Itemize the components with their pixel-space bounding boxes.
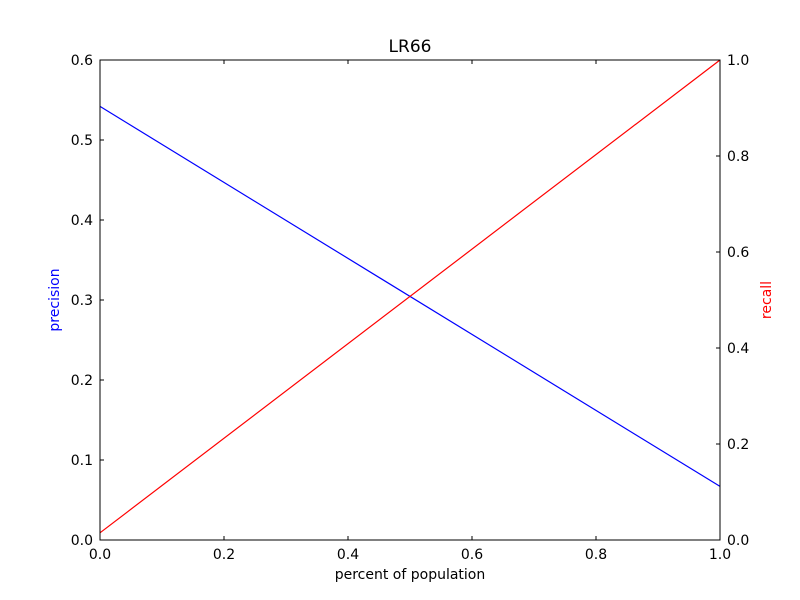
y-right-tick-label: 0.2: [727, 437, 749, 453]
x-tick-label: 0.8: [585, 547, 607, 563]
x-axis-label: percent of population: [335, 567, 486, 583]
y-axis-right-label: recall: [759, 281, 775, 319]
y-right-tick-label: 0.6: [727, 245, 749, 261]
y-axis-left-label: precision: [47, 268, 63, 331]
y-left-tick-label: 0.0: [71, 533, 93, 549]
y-right-tick-label: 0.4: [727, 341, 749, 357]
x-tick-label: 0.0: [89, 547, 111, 563]
ticks-layer: 0.0 0.2 0.4 0.6 0.8 1.00.00.10.20.30.40.50.60…: [71, 53, 750, 563]
recall-line: [99, 59, 721, 534]
y-left-tick-label: 0.1: [71, 453, 93, 469]
y-left-tick-label: 0.5: [71, 133, 93, 149]
y-left-tick-label: 0.2: [71, 373, 93, 389]
chart-title: LR66: [389, 37, 432, 57]
x-tick-label: 0.2: [213, 547, 235, 563]
y-right-tick-label: 0.8: [727, 149, 749, 165]
y-left-tick-label: 0.6: [71, 53, 93, 69]
x-tick-label: 1.0: [709, 547, 731, 563]
x-tick-label: 0.6: [461, 547, 483, 563]
plot-frame: [99, 59, 721, 541]
y-left-tick-label: 0.3: [71, 293, 93, 309]
x-tick-label: 0.4: [337, 547, 359, 563]
y-right-tick-label: 0.0: [727, 533, 749, 549]
series-layer: [99, 59, 721, 534]
y-right-tick-label: 1.0: [727, 53, 749, 69]
y-left-tick-label: 0.4: [71, 213, 93, 229]
